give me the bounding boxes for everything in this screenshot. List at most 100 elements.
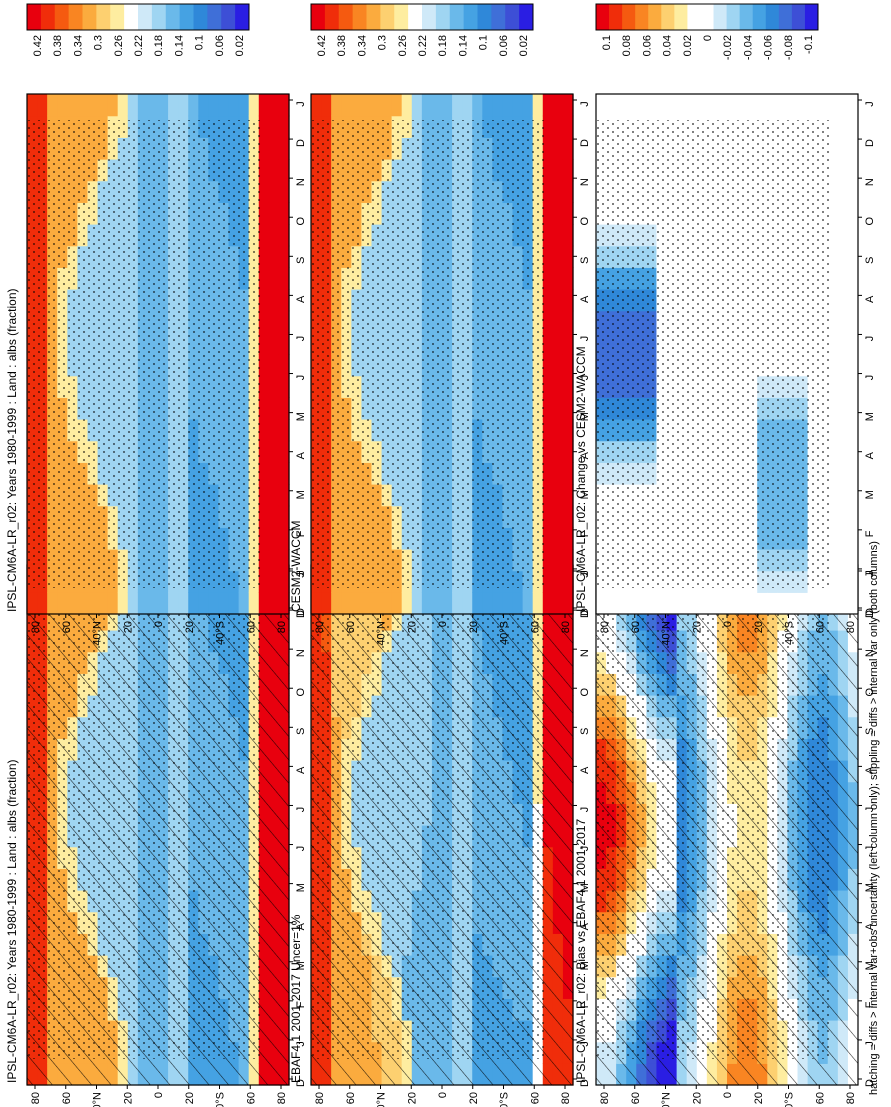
heatmap-cell bbox=[542, 310, 554, 333]
heatmap-cell bbox=[258, 310, 270, 333]
lat-tick-label: 80 bbox=[560, 1092, 572, 1104]
heatmap-cell bbox=[542, 549, 554, 572]
colorbar-swatch bbox=[519, 4, 534, 30]
heatmap-cell bbox=[562, 592, 574, 615]
lat-tick-label: 0 bbox=[722, 621, 734, 627]
colorbar-swatch bbox=[27, 4, 42, 30]
colorbar-label: 0.02 bbox=[518, 35, 530, 56]
month-tick-label: M bbox=[864, 883, 876, 892]
month-tick-label: A bbox=[579, 295, 591, 303]
heatmap-cell bbox=[827, 505, 839, 528]
heatmap-cell bbox=[421, 592, 433, 615]
month-tick-label: O bbox=[295, 688, 307, 697]
heatmap-cell bbox=[562, 440, 574, 463]
heatmap-cell bbox=[847, 462, 859, 485]
panel-title: IPSL-CM6A-LR_r02: Bias vs EBAF4.1 2001-2… bbox=[574, 819, 588, 1083]
month-tick-label: N bbox=[579, 178, 591, 186]
month-tick-label: A bbox=[864, 922, 876, 930]
heatmap-cell bbox=[268, 159, 280, 182]
month-tick-label: A bbox=[579, 766, 591, 774]
month-tick-label: J bbox=[864, 570, 876, 576]
heatmap-cell bbox=[562, 137, 574, 160]
heatmap-cell bbox=[268, 180, 280, 203]
heatmap-cell bbox=[542, 245, 554, 268]
heatmap-cell bbox=[278, 267, 290, 290]
heatmap-cell bbox=[107, 94, 119, 117]
heatmap-cell bbox=[268, 462, 280, 485]
heatmap-cell bbox=[258, 180, 270, 203]
heatmap-cell bbox=[837, 137, 849, 160]
lat-tick-label: 60 bbox=[245, 621, 257, 633]
month-tick-label: D bbox=[295, 608, 307, 616]
lat-tick-label: 60 bbox=[630, 1092, 642, 1104]
heatmap-cell bbox=[847, 94, 859, 117]
month-tick-label: O bbox=[295, 217, 307, 226]
heatmap-cell bbox=[837, 354, 849, 377]
colorbar-label: 0.3 bbox=[93, 35, 105, 50]
heatmap-cell bbox=[552, 592, 564, 615]
heatmap-cell bbox=[331, 94, 342, 117]
heatmap-cell bbox=[552, 527, 564, 550]
heatmap-cell bbox=[208, 94, 220, 117]
lat-tick-label: 20 bbox=[184, 621, 196, 633]
month-tick-label: F bbox=[295, 1001, 307, 1008]
heatmap-cell bbox=[268, 289, 280, 312]
heatmap-cell bbox=[847, 245, 859, 268]
month-tick-label: D bbox=[579, 1079, 591, 1087]
month-tick-label: J bbox=[579, 570, 591, 576]
heatmap-cell bbox=[827, 224, 839, 247]
month-tick-label: A bbox=[864, 451, 876, 459]
heatmap-cell bbox=[837, 159, 849, 182]
lat-tick-label: 40°N bbox=[661, 621, 673, 646]
heatmap-cell bbox=[706, 592, 718, 615]
heatmap-cell bbox=[542, 505, 554, 528]
heatmap-cell bbox=[37, 94, 48, 117]
colorbar-swatch bbox=[687, 4, 701, 30]
heatmap-cell bbox=[847, 484, 859, 507]
month-tick-label: A bbox=[295, 766, 307, 774]
heatmap-cell bbox=[268, 527, 280, 550]
month-tick-label: O bbox=[579, 217, 591, 226]
heatmap-cell bbox=[268, 505, 280, 528]
month-tick-label: O bbox=[864, 688, 876, 697]
colorbar-label: 0.02 bbox=[234, 35, 246, 56]
heatmap-cell bbox=[278, 375, 290, 398]
heatmap-cell bbox=[542, 159, 554, 182]
colorbar-swatch bbox=[165, 4, 181, 30]
heatmap-cell bbox=[278, 549, 290, 572]
heatmap-cell bbox=[512, 94, 524, 117]
heatmap-cell bbox=[827, 289, 839, 312]
heatmap-cell bbox=[847, 159, 859, 182]
heatmap-cell bbox=[606, 592, 617, 615]
heatmap-cell bbox=[268, 440, 280, 463]
heatmap-cell bbox=[666, 94, 678, 117]
heatmap-cell bbox=[258, 549, 270, 572]
month-tick-label: J bbox=[295, 807, 307, 813]
colorbar-swatch bbox=[110, 4, 125, 30]
heatmap-cell bbox=[837, 202, 849, 225]
heatmap-cell bbox=[542, 397, 554, 420]
heatmap-cell bbox=[562, 332, 574, 355]
heatmap-cell bbox=[97, 94, 109, 117]
month-tick-label: D bbox=[864, 139, 876, 147]
lat-tick-label: 0 bbox=[153, 621, 165, 627]
heatmap-cell bbox=[827, 549, 839, 572]
heatmap-cell bbox=[552, 505, 564, 528]
colorbar-label: 0.1 bbox=[194, 35, 206, 50]
heatmap-cell bbox=[837, 310, 849, 333]
colorbar-swatch bbox=[622, 4, 636, 30]
heatmap-cell bbox=[847, 570, 859, 593]
month-tick-label: M bbox=[864, 490, 876, 499]
colorbar-swatch bbox=[151, 4, 167, 30]
month-tick-label: A bbox=[579, 922, 591, 930]
lat-tick-label: 40°S bbox=[215, 1092, 227, 1107]
heatmap-cell bbox=[716, 592, 728, 615]
heatmap-cell bbox=[278, 137, 290, 160]
heatmap-cell bbox=[258, 159, 270, 182]
heatmap-cell bbox=[268, 310, 280, 333]
lat-tick-label: 20 bbox=[753, 621, 765, 633]
colorbar-label: 0.14 bbox=[173, 35, 185, 56]
panel-title: CESM2-WACCM bbox=[289, 520, 303, 612]
month-tick-label: A bbox=[295, 922, 307, 930]
heatmap-cell bbox=[258, 224, 270, 247]
